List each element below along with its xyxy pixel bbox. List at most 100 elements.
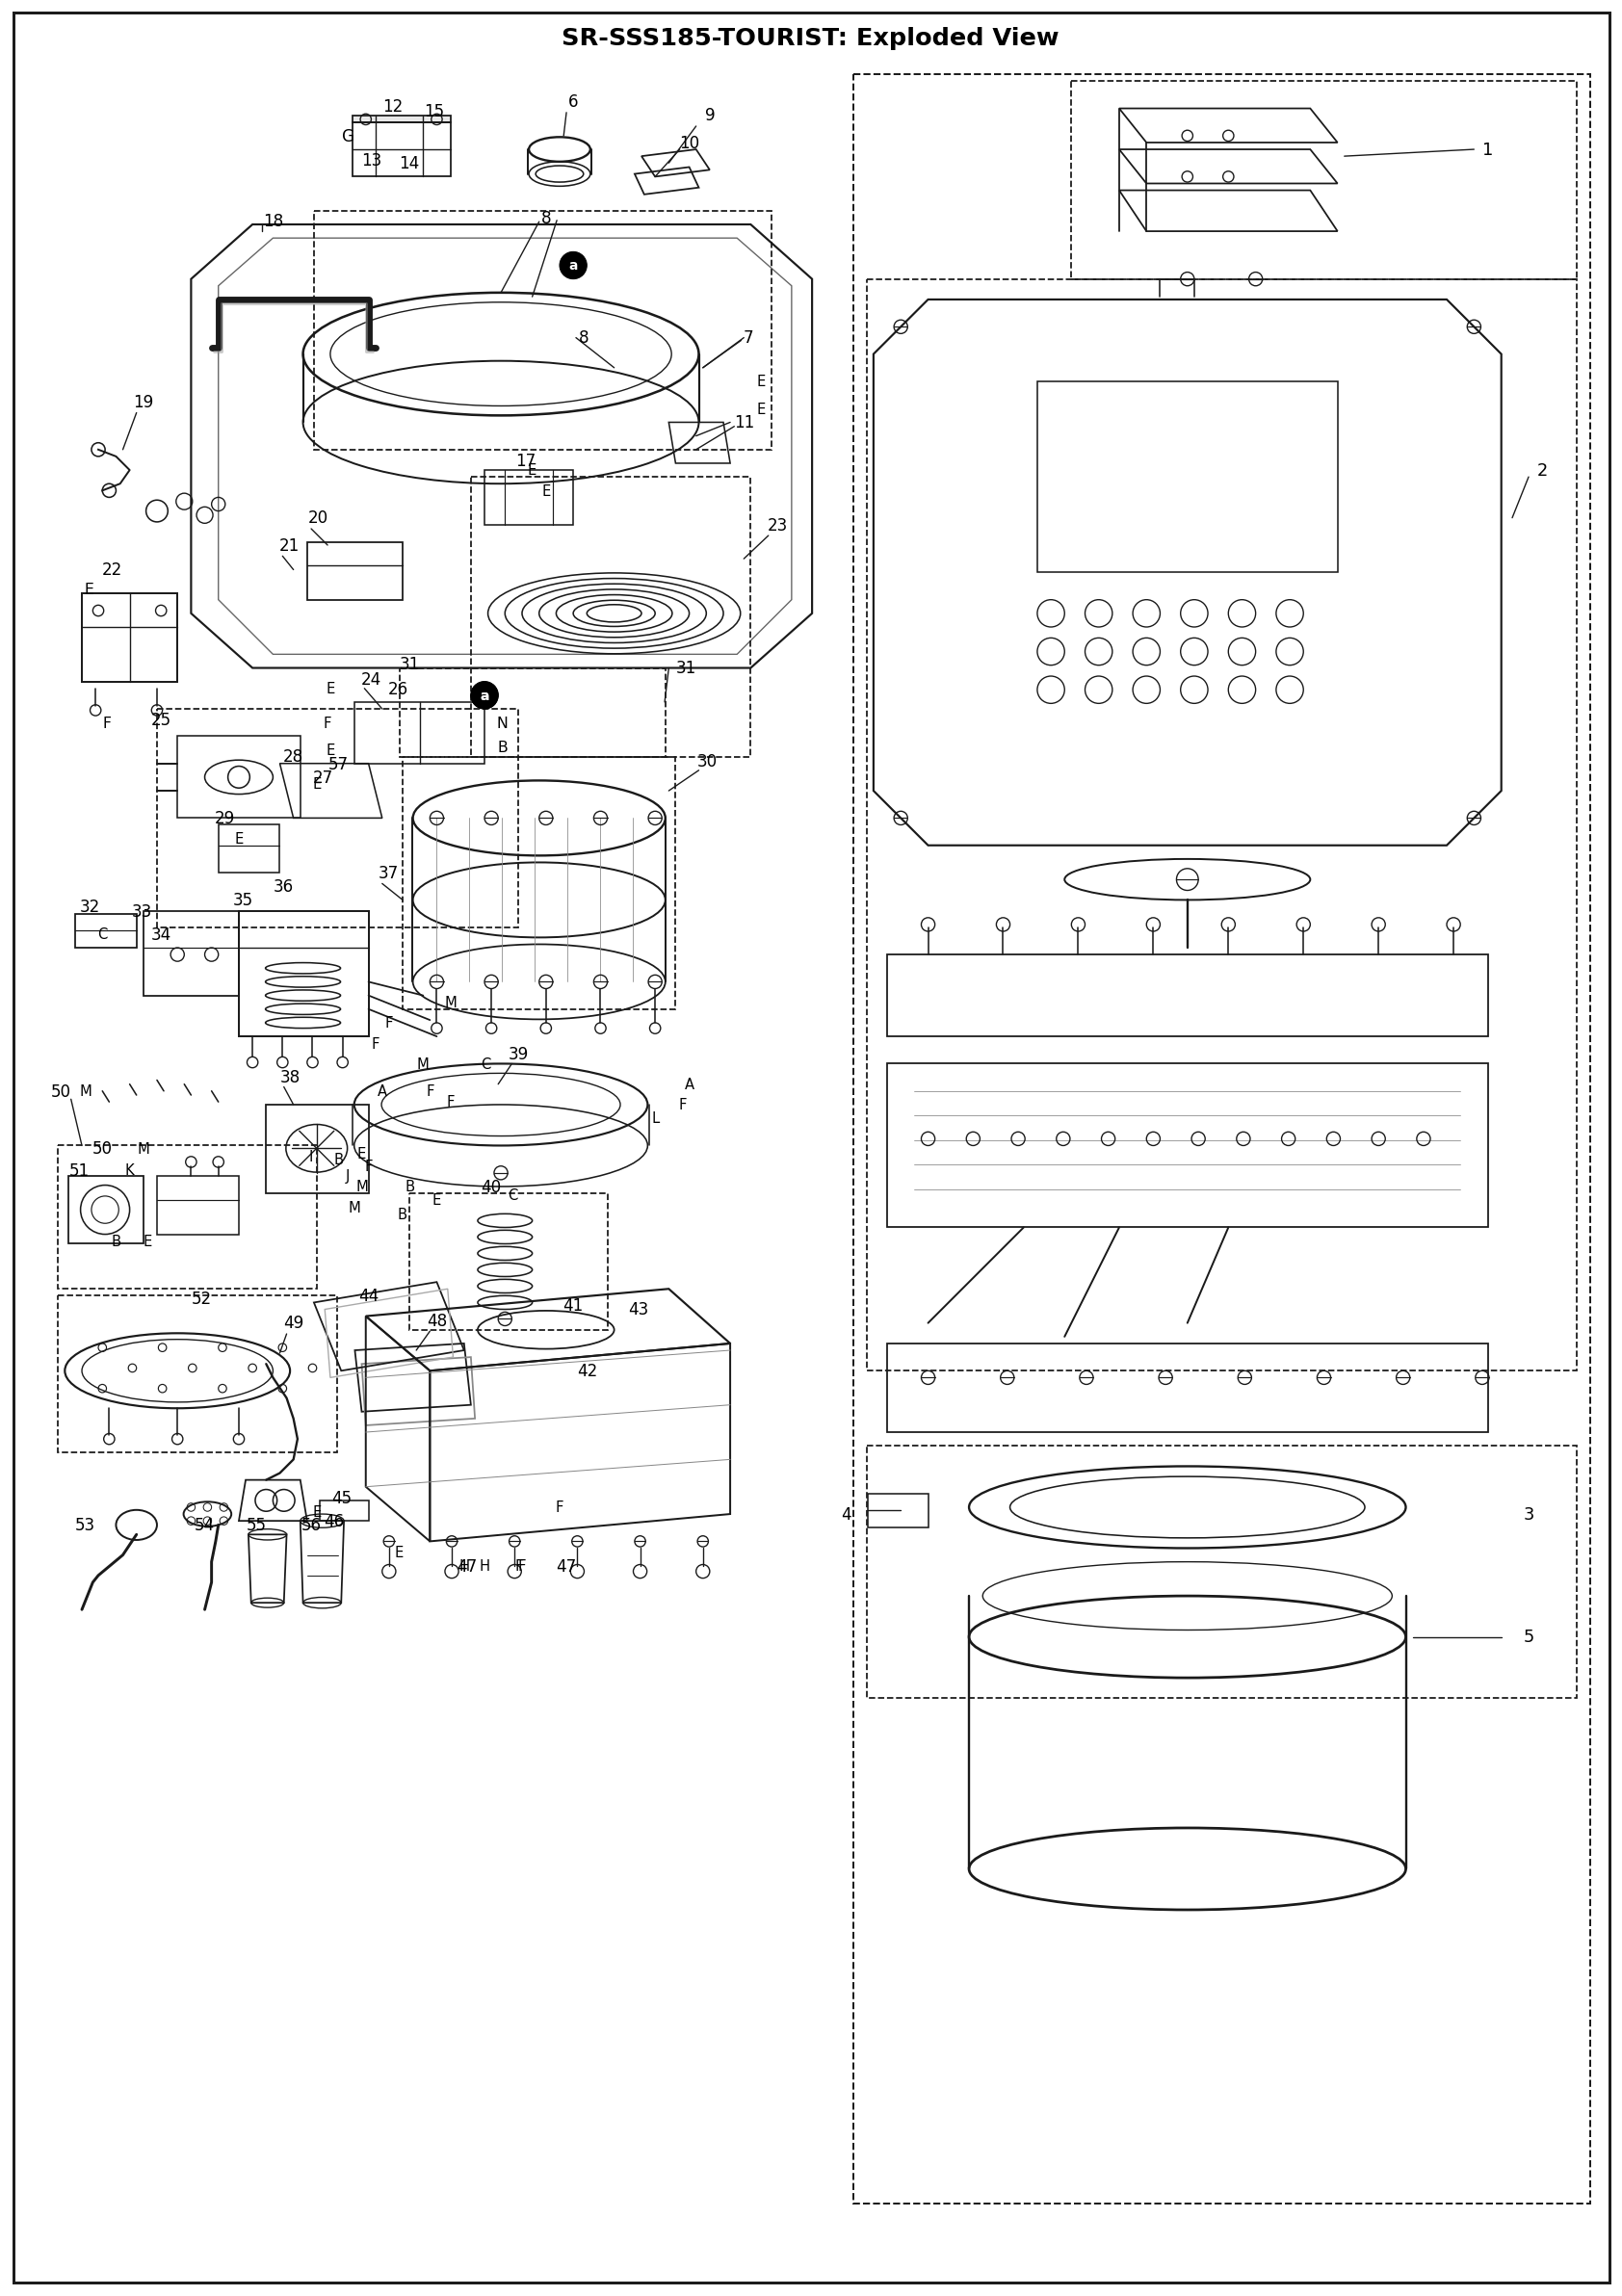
Text: A: A bbox=[684, 1077, 694, 1093]
Text: C: C bbox=[508, 1187, 517, 1203]
Text: I: I bbox=[308, 1150, 313, 1164]
Text: 49: 49 bbox=[284, 1316, 303, 1332]
Bar bbox=[866, 280, 1575, 1371]
Text: N: N bbox=[496, 716, 508, 730]
Text: 53: 53 bbox=[75, 1518, 94, 1534]
Text: E: E bbox=[431, 1194, 441, 1208]
Text: 26: 26 bbox=[388, 680, 409, 698]
Bar bbox=[470, 478, 751, 758]
Text: 5: 5 bbox=[1523, 1628, 1533, 1646]
Text: 52: 52 bbox=[191, 1290, 212, 1306]
Bar bbox=[313, 211, 770, 450]
Text: 18: 18 bbox=[263, 211, 284, 230]
Text: 22: 22 bbox=[102, 563, 122, 579]
Text: M: M bbox=[417, 1056, 430, 1072]
Text: a: a bbox=[568, 259, 577, 273]
Text: 39: 39 bbox=[508, 1047, 529, 1063]
Text: E: E bbox=[326, 682, 334, 696]
Text: 55: 55 bbox=[247, 1518, 266, 1534]
Text: H: H bbox=[459, 1559, 469, 1573]
Bar bbox=[399, 668, 665, 758]
Text: E: E bbox=[326, 744, 334, 758]
Text: F: F bbox=[102, 716, 110, 730]
Text: 50: 50 bbox=[92, 1141, 112, 1157]
Text: 15: 15 bbox=[423, 103, 444, 119]
Text: 33: 33 bbox=[131, 902, 152, 921]
Text: 11: 11 bbox=[733, 413, 754, 432]
Text: A: A bbox=[376, 1084, 386, 1097]
Text: E: E bbox=[84, 583, 94, 597]
Text: L: L bbox=[650, 1111, 659, 1125]
Text: 12: 12 bbox=[383, 99, 404, 115]
Text: 8: 8 bbox=[579, 331, 589, 347]
Text: 36: 36 bbox=[274, 877, 294, 895]
Bar bbox=[1071, 83, 1575, 280]
Text: F: F bbox=[323, 716, 331, 730]
Text: E: E bbox=[757, 374, 766, 390]
Text: 19: 19 bbox=[133, 395, 154, 411]
Text: E: E bbox=[527, 464, 537, 478]
Text: 47: 47 bbox=[556, 1557, 576, 1575]
Text: 32: 32 bbox=[79, 898, 101, 916]
Circle shape bbox=[470, 682, 498, 709]
Text: J: J bbox=[345, 1169, 350, 1182]
Text: 54: 54 bbox=[195, 1518, 214, 1534]
Text: 14: 14 bbox=[399, 156, 420, 172]
Text: 46: 46 bbox=[324, 1513, 344, 1529]
Bar bbox=[68, 1176, 143, 1244]
Text: F: F bbox=[517, 1559, 526, 1573]
Bar bbox=[57, 1146, 316, 1288]
Text: M: M bbox=[349, 1201, 360, 1215]
Text: B: B bbox=[397, 1208, 407, 1221]
Text: F: F bbox=[365, 1159, 373, 1173]
Text: M: M bbox=[136, 1141, 149, 1155]
Text: B: B bbox=[110, 1235, 120, 1249]
Text: F: F bbox=[446, 1095, 454, 1109]
Text: 40: 40 bbox=[480, 1178, 501, 1196]
Text: 37: 37 bbox=[378, 863, 399, 882]
Ellipse shape bbox=[535, 165, 584, 184]
Text: F: F bbox=[555, 1499, 563, 1515]
Text: 10: 10 bbox=[678, 135, 699, 152]
Text: E: E bbox=[234, 831, 243, 847]
Text: F: F bbox=[384, 1015, 393, 1031]
Bar bbox=[409, 1194, 607, 1329]
Text: 44: 44 bbox=[358, 1288, 378, 1304]
Text: 24: 24 bbox=[360, 670, 381, 689]
Text: 57: 57 bbox=[328, 755, 349, 774]
Text: 27: 27 bbox=[313, 769, 334, 785]
Text: SR-SSS185-TOURIST: Exploded View: SR-SSS185-TOURIST: Exploded View bbox=[561, 28, 1059, 51]
Text: B: B bbox=[334, 1153, 344, 1166]
Circle shape bbox=[560, 253, 587, 280]
Text: F: F bbox=[371, 1035, 380, 1052]
Text: B: B bbox=[496, 739, 508, 755]
Text: F: F bbox=[425, 1084, 433, 1097]
Text: C: C bbox=[97, 928, 107, 941]
Text: E: E bbox=[143, 1235, 152, 1249]
Bar bbox=[157, 709, 519, 928]
Text: E: E bbox=[394, 1545, 402, 1559]
Text: 9: 9 bbox=[704, 108, 714, 124]
Text: a: a bbox=[480, 689, 488, 703]
Bar bbox=[853, 76, 1590, 2204]
Bar bbox=[57, 1295, 337, 1453]
Text: 1: 1 bbox=[1481, 142, 1492, 158]
Text: 56: 56 bbox=[302, 1518, 321, 1534]
Text: 2: 2 bbox=[1536, 461, 1547, 480]
Text: 45: 45 bbox=[331, 1490, 352, 1506]
Text: 4: 4 bbox=[840, 1506, 852, 1522]
Text: 29: 29 bbox=[214, 810, 235, 827]
Text: 28: 28 bbox=[284, 748, 303, 767]
Text: M: M bbox=[79, 1084, 92, 1097]
Text: 31: 31 bbox=[399, 657, 420, 673]
Bar bbox=[266, 1104, 368, 1194]
Text: 48: 48 bbox=[427, 1311, 446, 1329]
Text: 43: 43 bbox=[628, 1302, 649, 1318]
Text: E: E bbox=[311, 778, 321, 792]
Text: 8: 8 bbox=[540, 209, 551, 227]
Text: 50: 50 bbox=[52, 1084, 71, 1100]
Text: 13: 13 bbox=[360, 152, 381, 170]
Text: 23: 23 bbox=[767, 517, 788, 535]
Bar bbox=[1036, 381, 1337, 574]
Text: 42: 42 bbox=[576, 1362, 597, 1380]
